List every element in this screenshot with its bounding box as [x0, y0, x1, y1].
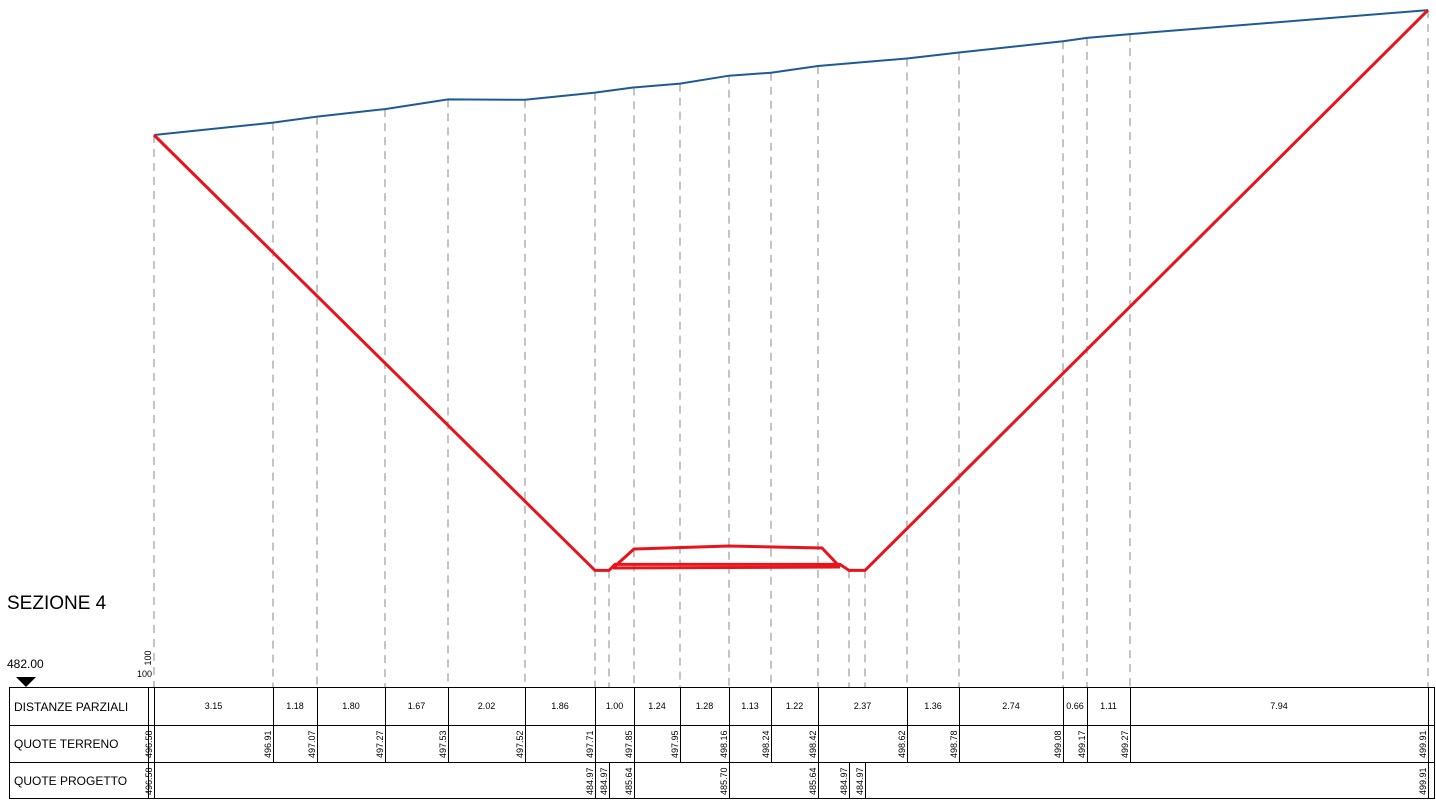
progetto-value: 499.91 — [1418, 767, 1428, 795]
distance-value: 2.02 — [478, 701, 496, 711]
row-label-terreno: QUOTE TERRENO — [14, 737, 118, 751]
distance-value: 1.11 — [1100, 701, 1117, 711]
data-table — [9, 687, 1435, 799]
horizontal-scale-label: 100 — [137, 669, 152, 679]
terreno-value: 497.07 — [307, 730, 317, 758]
distance-value: 2.37 — [854, 701, 872, 711]
project-profile-line — [152, 9, 1430, 572]
terreno-value: 498.16 — [719, 730, 729, 758]
distance-value: 1.80 — [342, 701, 360, 711]
terreno-value: 498.42 — [808, 730, 818, 758]
road-embankment-base — [612, 565, 841, 570]
distance-value: 1.24 — [648, 701, 666, 711]
distance-value: 1.13 — [741, 701, 759, 711]
road-embankment-top — [611, 544, 842, 570]
progetto-value: 485.70 — [719, 767, 729, 795]
vertical-scale-label: 100 — [143, 650, 153, 665]
terreno-value: 497.85 — [624, 730, 634, 758]
distance-value: 1.36 — [924, 701, 942, 711]
progetto-value: 496.58 — [144, 767, 154, 795]
terreno-value: 499.08 — [1053, 730, 1063, 758]
station-dashed-lines — [153, 10, 1429, 687]
terreno-value: 499.17 — [1077, 730, 1087, 758]
distance-value: 1.86 — [551, 701, 569, 711]
distance-value: 1.00 — [606, 701, 624, 711]
progetto-value: 485.64 — [808, 767, 818, 795]
terreno-value: 496.91 — [263, 730, 273, 758]
terreno-value: 499.27 — [1120, 730, 1130, 758]
terreno-value: 499.91 — [1418, 730, 1428, 758]
progetto-value: 485.64 — [624, 767, 634, 795]
terreno-value: 498.24 — [761, 730, 771, 758]
progetto-value: 484.97 — [855, 767, 865, 795]
section-title: SEZIONE 4 — [7, 593, 107, 614]
distance-value: 3.15 — [205, 701, 223, 711]
distance-value: 1.18 — [286, 701, 304, 711]
terreno-value: 498.62 — [897, 730, 907, 758]
distance-value: 0.66 — [1066, 701, 1084, 711]
distance-value: 1.28 — [696, 701, 714, 711]
terreno-value: 496.58 — [144, 730, 154, 758]
distance-value: 1.22 — [786, 701, 804, 711]
terreno-value: 497.27 — [375, 730, 385, 758]
datum-triangle-icon — [16, 677, 36, 687]
terreno-value: 497.52 — [515, 730, 525, 758]
terreno-value: 497.53 — [438, 730, 448, 758]
progetto-value: 484.97 — [585, 767, 595, 795]
distance-value: 7.94 — [1270, 701, 1288, 711]
table-values: 3.15 1.18 1.80 1.67 2.02 1.86 1.00 1.24 1.28 1.13… — [144, 687, 1429, 799]
progetto-value: 484.97 — [839, 767, 849, 795]
distance-value: 1.67 — [408, 701, 426, 711]
distance-value: 2.74 — [1002, 701, 1020, 711]
progetto-value: 484.97 — [599, 767, 609, 795]
terreno-value: 497.71 — [585, 730, 595, 758]
terreno-value: 497.95 — [670, 730, 680, 758]
terreno-value: 498.78 — [949, 730, 959, 758]
terrain-profile-line — [153, 9, 1429, 136]
datum-elevation: 482.00 — [7, 657, 44, 671]
row-label-distanze: DISTANZE PARZIALI — [14, 700, 128, 714]
row-label-progetto: QUOTE PROGETTO — [14, 774, 127, 788]
